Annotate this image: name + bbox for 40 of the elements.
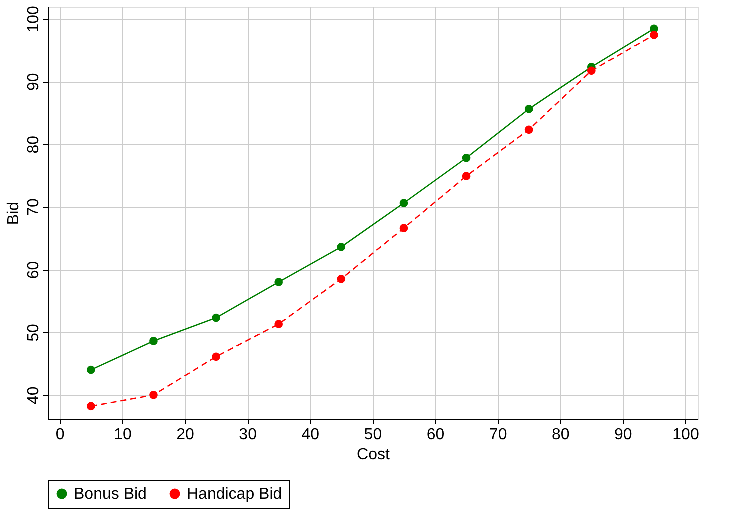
point [150,337,158,346]
point [650,31,658,40]
y-tick-label: 50 [26,324,42,342]
x-tick-label: 80 [552,426,570,444]
point [524,126,534,134]
y-tick-label: 100 [26,6,42,33]
y-tick-label: 70 [26,198,42,216]
x-tick-label: 20 [176,426,195,444]
point [274,278,284,286]
x-tick-label: 70 [489,426,508,444]
x-axis-title: Cost [357,446,390,464]
y-tick-label: 90 [26,73,42,92]
y-axis-title: Bid [6,202,22,226]
point [400,224,408,233]
point [462,154,471,162]
point [400,199,408,208]
point [337,243,346,252]
x-tick-label: 60 [426,426,445,444]
x-tick-label: 100 [672,426,700,444]
point [212,352,220,362]
y-tick-label: 80 [26,136,42,154]
point [150,390,158,400]
point [86,366,96,374]
y-tick-label: 40 [26,386,42,405]
point [337,274,346,284]
x-tick-label: 50 [364,426,382,444]
x-tick-label: 90 [614,426,632,444]
x-tick-label: 30 [239,426,258,444]
point [86,402,96,411]
point [274,320,284,328]
legend-label: Bonus Bid [74,486,147,503]
point [212,314,220,322]
x-tick-label: 10 [114,426,132,444]
point [462,172,471,180]
x-tick-label: 0 [56,426,65,444]
point [524,105,534,114]
y-tick-label: 60 [26,261,42,280]
point [587,66,596,76]
legend-label: Handicap Bid [187,486,282,503]
x-tick-label: 40 [302,426,320,444]
